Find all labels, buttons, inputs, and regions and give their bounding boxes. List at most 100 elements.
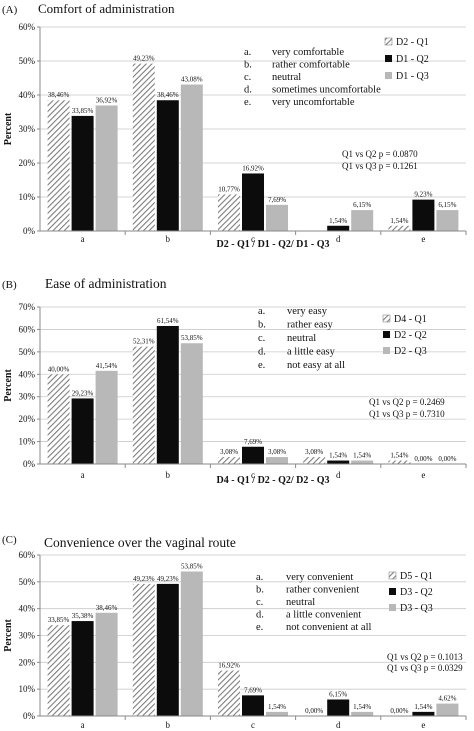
y-tick-label: 50%: [19, 347, 36, 357]
bar-d1-q2-e: [412, 199, 435, 231]
option-letter: b.: [244, 60, 252, 71]
x-tick-label: b: [166, 234, 171, 244]
bar-d3-q3-c: [266, 711, 288, 716]
option-letter: c.: [258, 333, 265, 344]
y-tick-label: 20%: [19, 158, 36, 168]
data-label: 1,54%: [414, 703, 432, 711]
x-tick-label: c: [251, 234, 255, 244]
option-letter: d.: [244, 85, 252, 96]
legend-swatch: [383, 347, 390, 354]
chart-title: Comfort of administration: [38, 1, 175, 16]
data-label: 0,00%: [305, 707, 323, 715]
y-tick-label: 60%: [19, 22, 36, 32]
bar-d2-q3-d: [351, 460, 374, 464]
panel-label: (B): [2, 279, 17, 291]
bar-d3-q2-b: [156, 583, 179, 716]
data-label: 49,23%: [133, 575, 155, 583]
option-text: rather comfortable: [272, 60, 350, 71]
bar-d5-q1-a: [47, 625, 70, 716]
bar-d3-q3-a: [95, 612, 118, 716]
p-value: Q1 vs Q2 p = 0.2469: [369, 397, 445, 407]
bar-d3-q2-a: [71, 621, 94, 716]
panel-comfort: (A) Comfort of administration 0% 10% 20% 30% 4…: [0, 0, 474, 250]
data-label: 6,15%: [353, 201, 371, 209]
data-label: 0,00%: [414, 455, 432, 463]
chart-title: Convenience over the vaginal route: [44, 535, 236, 550]
data-label: 40,00%: [48, 365, 70, 373]
y-tick-label: 0%: [23, 711, 36, 721]
legend-swatch: [385, 72, 392, 79]
bar-d2-q2-d: [327, 460, 350, 464]
data-label: 0,00%: [390, 707, 408, 715]
data-label: 1,54%: [268, 703, 286, 711]
bar-d1-q2-b: [156, 100, 179, 232]
y-tick-label: 10%: [19, 684, 36, 694]
comfort-chart: (A) Comfort of administration 0% 10% 20% 30% 4…: [2, 1, 467, 250]
option-text: sometimes uncomfortable: [272, 85, 381, 96]
data-label: 33,85%: [72, 107, 94, 115]
legend-label: D2 - Q1: [396, 37, 429, 48]
data-label: 4,62%: [438, 695, 456, 703]
bar-d4-q1-b: [132, 346, 155, 464]
option-letter: e.: [258, 360, 265, 371]
bar-d1-q3-b: [180, 84, 203, 231]
option-letter: e.: [256, 622, 263, 633]
p-value: Q1 vs Q3 p = 0.7310: [369, 409, 445, 419]
bar-d4-q1-e: [388, 460, 411, 464]
y-tick-label: 70%: [19, 302, 36, 312]
legend-label: D1 - Q2: [396, 54, 429, 65]
bar-d1-q3-c: [266, 204, 288, 231]
bar-d1-q2-a: [71, 115, 94, 231]
y-tick-label: 40%: [19, 90, 36, 100]
option-letter: c.: [256, 597, 263, 608]
option-text: neutral: [287, 333, 316, 344]
data-label: 7,69%: [244, 438, 262, 446]
x-tick-label: a: [81, 720, 85, 730]
data-label: 9,23%: [414, 191, 432, 199]
data-label: 36,92%: [96, 96, 118, 104]
data-label: 49,23%: [157, 575, 179, 583]
option-text: a little convenient: [286, 610, 361, 621]
y-tick-label: 0%: [23, 226, 36, 236]
data-label: 3,08%: [268, 448, 286, 456]
y-tick-label: 10%: [19, 192, 36, 202]
panel-label: (C): [2, 534, 17, 546]
option-text: very uncomfortable: [272, 97, 355, 108]
bar-d3-q3-b: [180, 571, 203, 716]
bar-d4-q1-a: [47, 374, 70, 464]
bar-d2-q2-a: [71, 398, 94, 464]
bar-d2-q1-c: [218, 194, 240, 231]
y-axis-label: Percent: [3, 369, 14, 402]
legend-label: D1 - Q3: [396, 71, 429, 82]
data-label: 7,69%: [268, 196, 286, 204]
y-tick-label: 20%: [19, 657, 36, 667]
data-label: 1,54%: [390, 452, 408, 460]
x-tick-label: d: [336, 234, 341, 244]
bar-d3-q2-c: [242, 695, 264, 716]
option-letter: b.: [256, 585, 264, 596]
option-text: very convenient: [286, 572, 353, 583]
bar-d4-q1-c: [218, 457, 240, 464]
legend-label: D3 - Q3: [400, 603, 433, 614]
data-label: 6,15%: [438, 201, 456, 209]
legend-swatch: [385, 55, 392, 62]
p-value: Q1 vs Q2 p = 0.0870: [342, 149, 418, 159]
legend-swatch: [384, 37, 393, 46]
bar-d2-q3-b: [180, 343, 203, 464]
bar-d2-q3-c: [266, 457, 288, 464]
y-tick-label: 50%: [19, 577, 36, 587]
data-label: 1,54%: [329, 452, 347, 460]
data-label: 53,85%: [181, 334, 203, 342]
bar-d5-q1-c: [218, 670, 240, 716]
data-label: 38,46%: [96, 604, 118, 612]
data-label: 1,54%: [329, 217, 347, 225]
data-label: 3,08%: [220, 448, 238, 456]
bar-d2-q1-b: [132, 63, 155, 232]
data-label: 41,54%: [96, 362, 118, 370]
chart-title: Ease of administration: [45, 276, 167, 291]
data-label: 6,15%: [329, 690, 347, 698]
bar-d2-q1-e: [388, 225, 411, 231]
x-tick-label: a: [81, 470, 85, 480]
bar-d1-q2-d: [327, 225, 350, 231]
y-tick-label: 50%: [19, 56, 36, 66]
